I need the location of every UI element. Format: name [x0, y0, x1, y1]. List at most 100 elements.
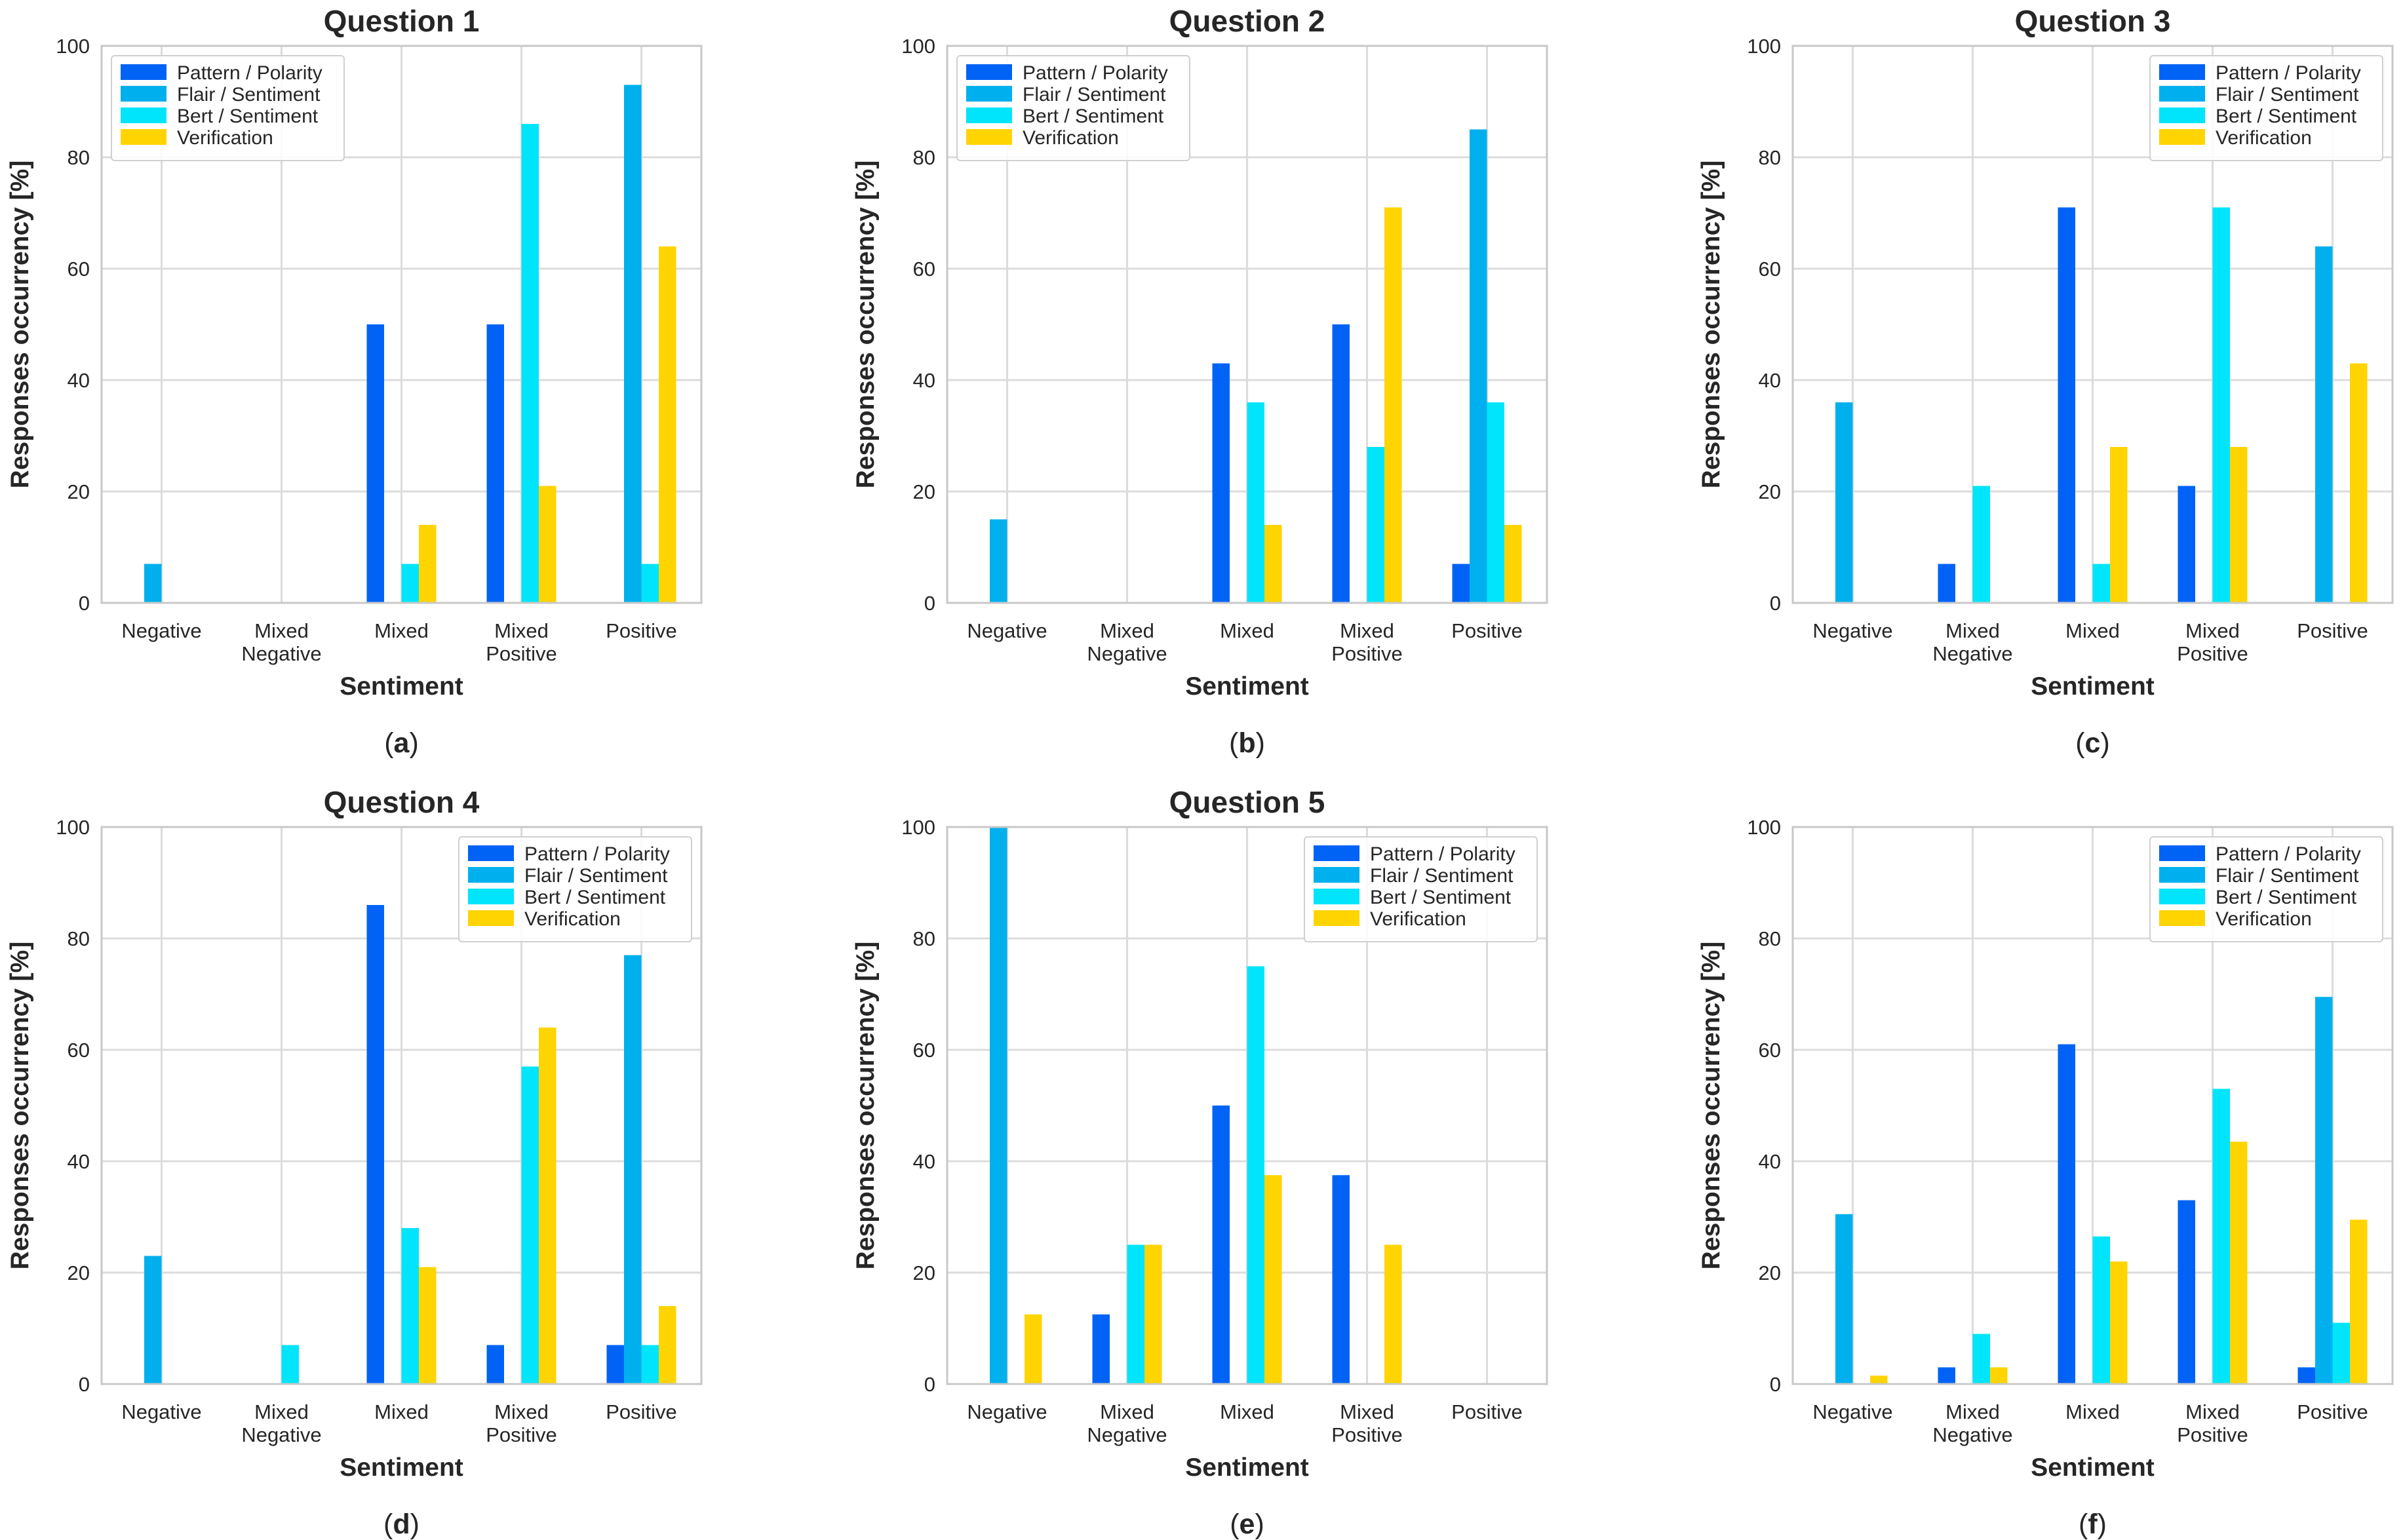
bar-flair-sentiment-4 [2315, 246, 2333, 603]
x-axis-label: Sentiment [340, 1453, 463, 1482]
legend-swatch [2159, 129, 2205, 145]
y-tick-label: 40 [1759, 369, 1781, 392]
x-tick-label: Mixed Positive [2177, 619, 2248, 665]
legend-swatch [1314, 845, 1359, 861]
x-tick-label: Mixed Negative [1087, 619, 1167, 665]
y-tick-label: 40 [68, 1150, 90, 1173]
x-tick-label: Positive [606, 1400, 677, 1423]
y-tick-label: 40 [913, 369, 935, 392]
x-tick-label: Negative [967, 1400, 1047, 1423]
bar-verification-4 [659, 1306, 676, 1384]
legend-swatch [468, 910, 514, 926]
x-tick-label: Positive [1451, 619, 1523, 642]
y-tick-label: 40 [1759, 1150, 1781, 1173]
bar-bert-sentiment-4 [641, 564, 659, 603]
bar-verification-4 [1504, 525, 1522, 603]
bar-bert-sentiment-3 [1367, 447, 1384, 603]
y-tick-label: 80 [913, 146, 935, 169]
bar-pattern-polarity-3 [2178, 1200, 2195, 1384]
chart-panel-b: 0 20 40 60 80 100 Negative Mixed Negative Mixed Mi… [851, 4, 1548, 759]
legend-swatch [966, 86, 1012, 102]
legend-swatch [2159, 889, 2205, 904]
legend-swatch [121, 107, 166, 123]
y-axis-label: Responses occurrency [%] [1697, 942, 1725, 1270]
y-tick-label: 60 [1759, 1039, 1781, 1062]
legend-swatch [2159, 867, 2205, 883]
bar-verification-2 [1264, 1175, 1282, 1384]
legend-swatch [2159, 845, 2205, 861]
y-tick-label: 0 [1770, 1373, 1781, 1396]
bar-verification-2 [2110, 447, 2128, 603]
y-tick-label: 60 [68, 258, 90, 280]
bar-bert-sentiment-1 [1127, 1244, 1144, 1384]
bar-verification-0 [1025, 1314, 1042, 1384]
bar-flair-sentiment-4 [1470, 129, 1487, 603]
y-axis-label: Responses occurrency [%] [1697, 161, 1725, 489]
chart-panel-c: 0 20 40 60 80 100 Negative Mixed Negative Mixed Mi… [1697, 4, 2394, 759]
legend-entry: Bert / Sentiment [524, 887, 666, 908]
y-tick-label: 20 [1759, 480, 1781, 503]
bar-pattern-polarity-1 [1938, 1367, 1955, 1384]
bar-bert-sentiment-3 [521, 1066, 539, 1384]
bar-flair-sentiment-4 [624, 955, 642, 1384]
legend-entry: Flair / Sentiment [1023, 84, 1166, 106]
legend-box [458, 836, 692, 942]
legend-swatch [966, 107, 1012, 123]
y-tick-label: 0 [1770, 592, 1781, 615]
chart-title: Question 5 [1169, 785, 1325, 819]
legend-swatch [1314, 889, 1359, 904]
bar-pattern-polarity-3 [1332, 1175, 1350, 1384]
chart-panel-d: 0 20 40 60 80 100 Negative Mixed Negative Mixed Mi… [6, 785, 703, 1540]
plot-frame [100, 826, 703, 1385]
legend-swatch [2159, 64, 2205, 80]
chart-panel-e: 0 20 40 60 80 100 Negative Mixed Negative Mixed Mi… [851, 785, 1548, 1540]
y-axis-label: Responses occurrency [%] [6, 161, 34, 489]
legend-entry: Pattern / Polarity [524, 843, 670, 865]
legend-entry: Bert / Sentiment [2216, 106, 2357, 127]
y-axis-label: Responses occurrency [%] [851, 161, 880, 489]
y-tick-label: 20 [68, 480, 90, 503]
bar-pattern-polarity-2 [1212, 1106, 1230, 1384]
y-tick-label: 60 [913, 1039, 935, 1062]
y-tick-label: 80 [68, 927, 90, 950]
bar-verification-4 [2350, 1220, 2368, 1384]
legend-entry: Pattern / Polarity [1370, 843, 1515, 865]
plot-frame [946, 45, 1548, 604]
x-tick-label: Negative [1812, 619, 1892, 642]
panel-label: (c) [2075, 727, 2110, 759]
x-tick-label: Mixed Negative [1932, 1400, 2012, 1446]
panel-label: (d) [383, 1509, 420, 1540]
bar-verification-3 [539, 486, 557, 603]
chart-title: Question 2 [1169, 4, 1325, 38]
y-tick-label: 20 [1759, 1261, 1781, 1284]
x-tick-label: Positive [2297, 1400, 2368, 1423]
legend-entry: Bert / Sentiment [2216, 887, 2357, 908]
x-tick-label: Mixed [1220, 1400, 1274, 1423]
bar-bert-sentiment-3 [2212, 1088, 2230, 1384]
bar-bert-sentiment-3 [2212, 207, 2230, 603]
x-tick-label: Mixed Positive [1331, 1400, 1403, 1446]
legend-entry: Flair / Sentiment [2216, 84, 2359, 106]
chart-title: Question 1 [324, 4, 480, 38]
x-tick-label: Mixed Positive [2177, 1400, 2248, 1446]
panel-label: (b) [1229, 727, 1265, 759]
bar-pattern-polarity-3 [2178, 486, 2195, 603]
y-tick-label: 20 [913, 1261, 935, 1284]
x-tick-label: Negative [967, 619, 1047, 642]
bar-pattern-polarity-3 [486, 1345, 504, 1384]
x-tick-label: Mixed Negative [241, 619, 321, 665]
x-axis-label: Sentiment [2031, 672, 2155, 701]
legend-entry: Bert / Sentiment [1370, 887, 1512, 908]
legend-entry: Verification [2216, 127, 2312, 149]
bar-bert-sentiment-3 [521, 124, 539, 603]
y-tick-label: 0 [79, 592, 90, 615]
bar-bert-sentiment-1 [1972, 1334, 1990, 1384]
legend-entry: Flair / Sentiment [1370, 865, 1514, 887]
y-tick-label: 80 [68, 146, 90, 169]
bar-verification-1 [1990, 1367, 2008, 1384]
